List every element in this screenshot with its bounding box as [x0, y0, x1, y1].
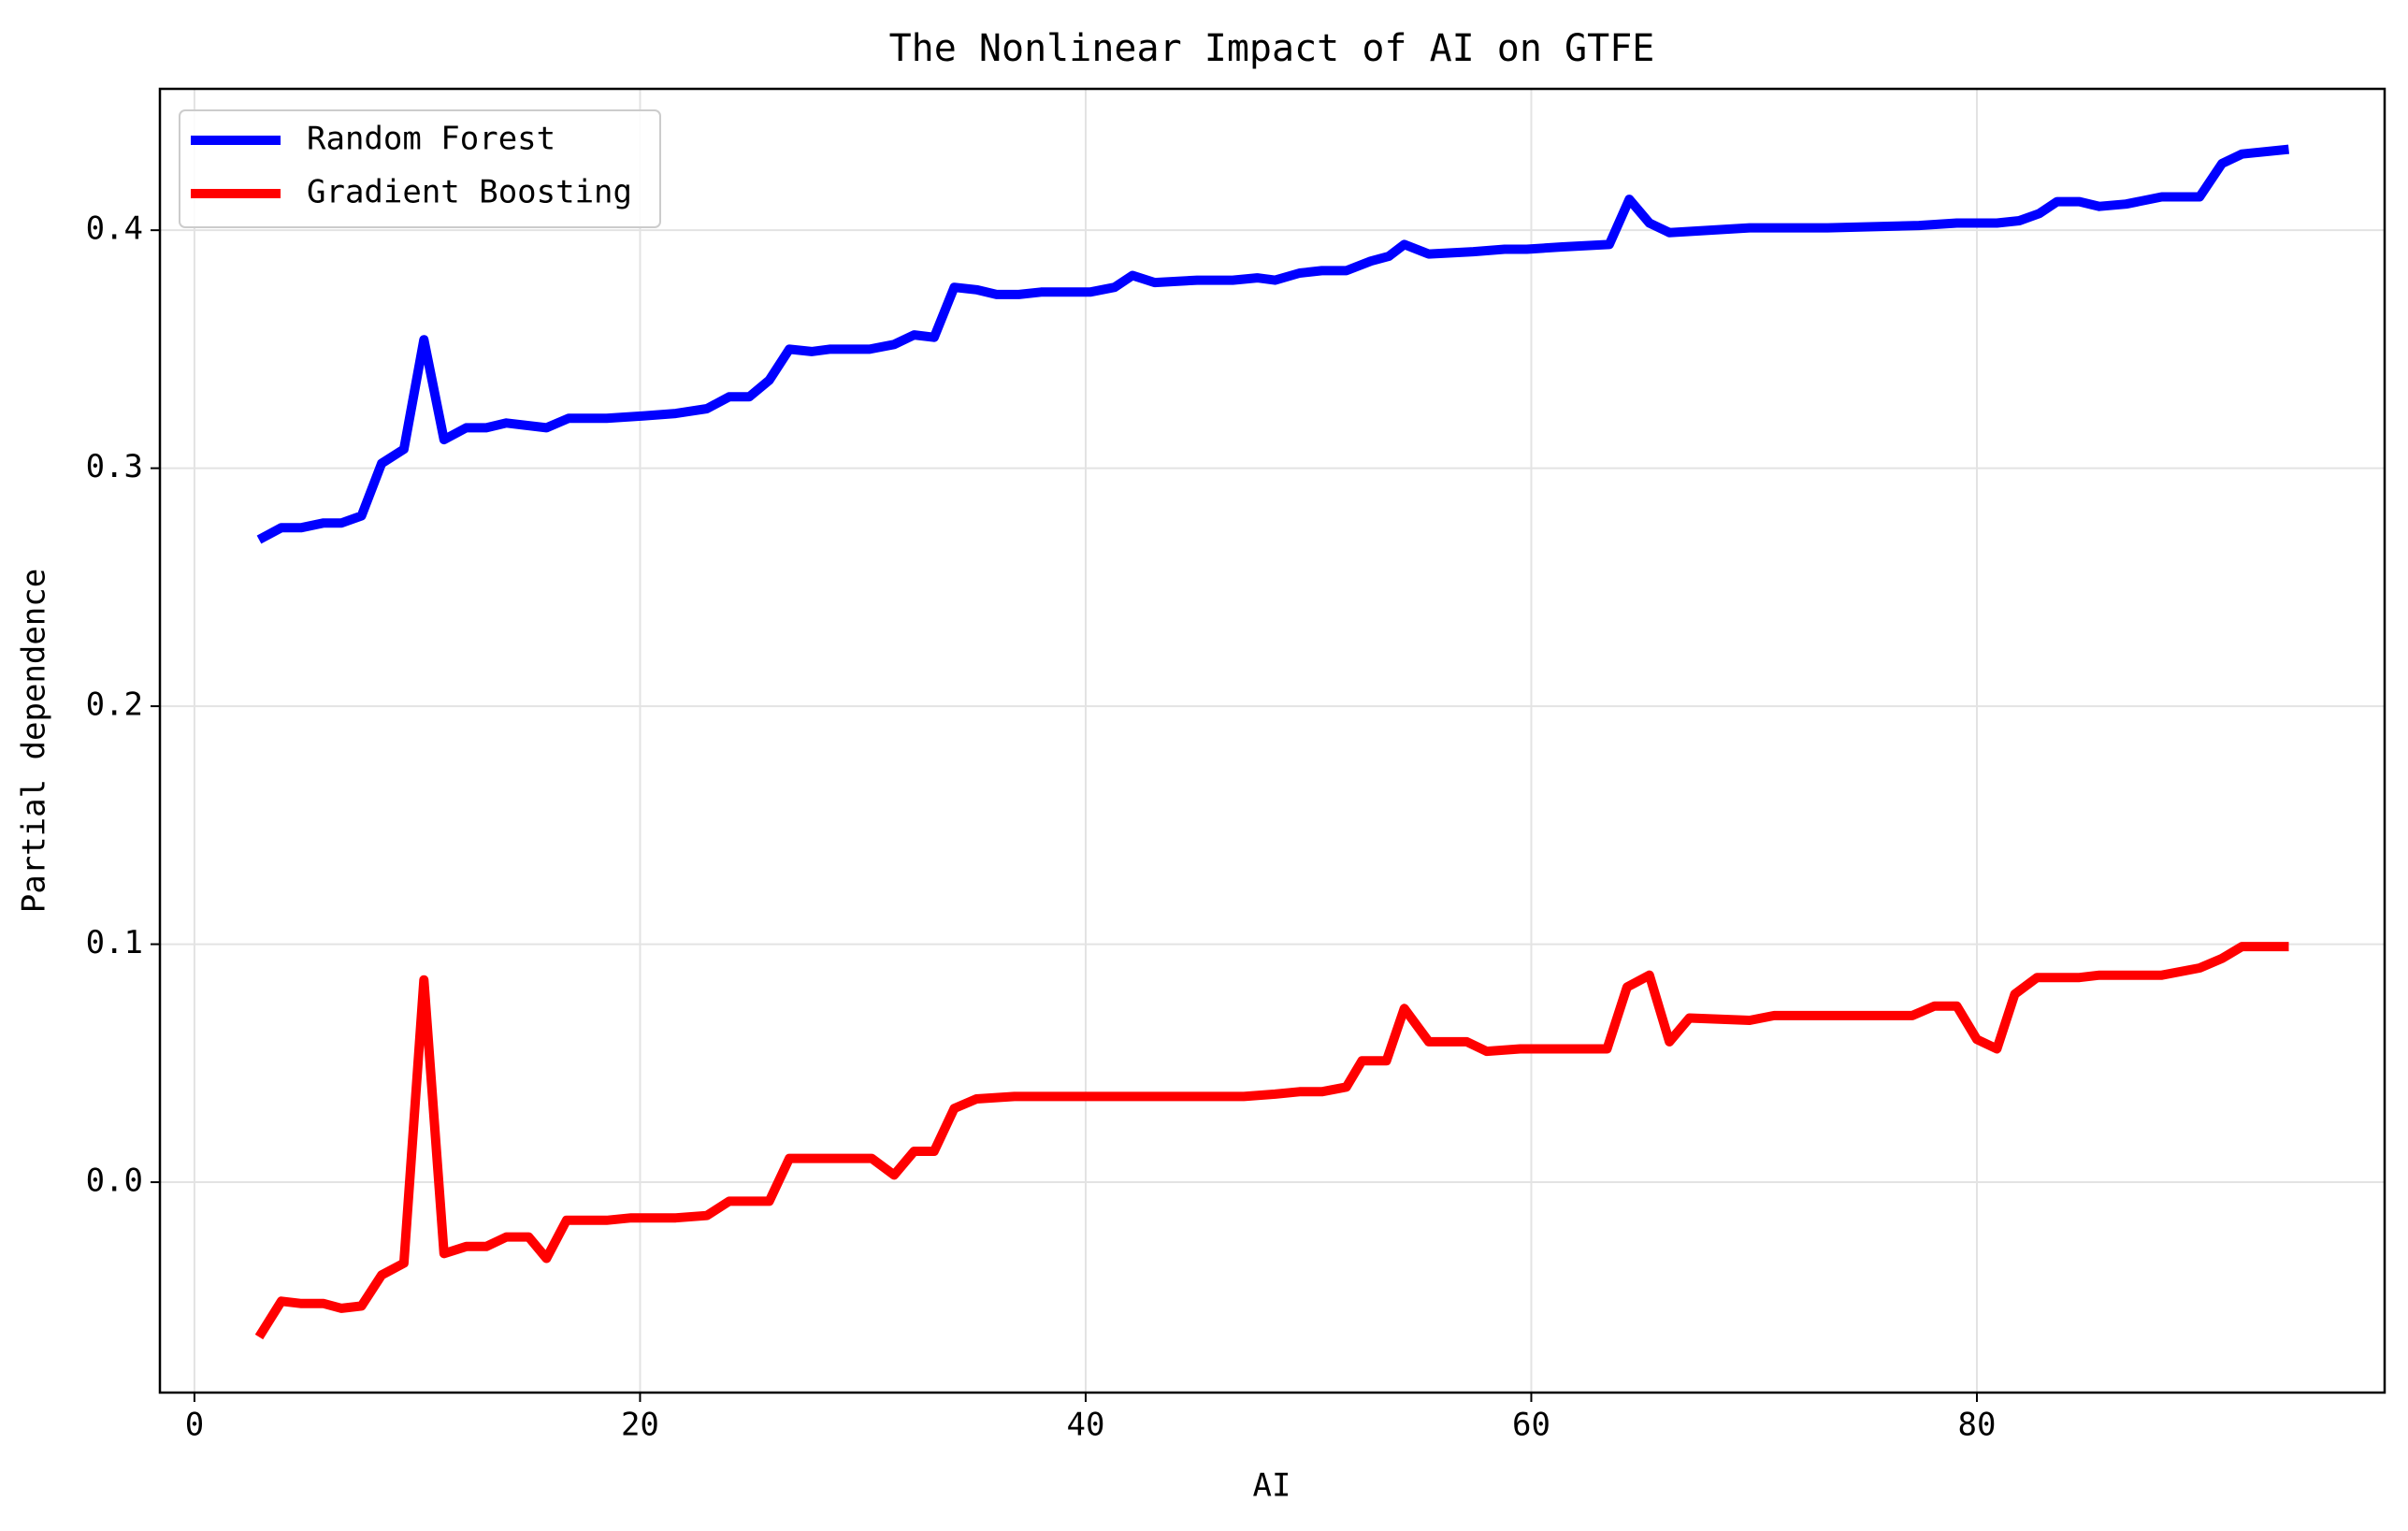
plot-lines — [254, 144, 2290, 1340]
legend-label: Gradient Boosting — [307, 174, 632, 211]
grid — [160, 89, 2385, 1393]
y-tick-label: 0.2 — [86, 686, 143, 724]
y-tick-label: 0.0 — [86, 1163, 143, 1200]
x-tick-label: 80 — [1958, 1407, 1997, 1444]
legend: Random Forest Gradient Boosting — [179, 109, 661, 228]
x-tick-label: 60 — [1512, 1407, 1550, 1444]
series-line — [254, 942, 2289, 1340]
x-tick-label: 40 — [1066, 1407, 1104, 1444]
series-line — [256, 144, 2290, 544]
y-axis-label: Partial dependence — [16, 569, 53, 913]
x-tick-label: 0 — [185, 1407, 204, 1444]
legend-label: Random Forest — [307, 121, 555, 158]
y-tick-label: 0.3 — [86, 448, 143, 485]
x-axis-label: AI — [1253, 1467, 1291, 1505]
y-tick-label: 0.1 — [86, 924, 143, 961]
chart-title: The Nonlinear Impact of AI on GTFE — [889, 27, 1655, 70]
legend-box — [179, 109, 661, 228]
plot-frame — [158, 87, 2386, 1394]
y-tick-label: 0.4 — [86, 210, 143, 248]
x-tick-label: 20 — [621, 1407, 659, 1444]
